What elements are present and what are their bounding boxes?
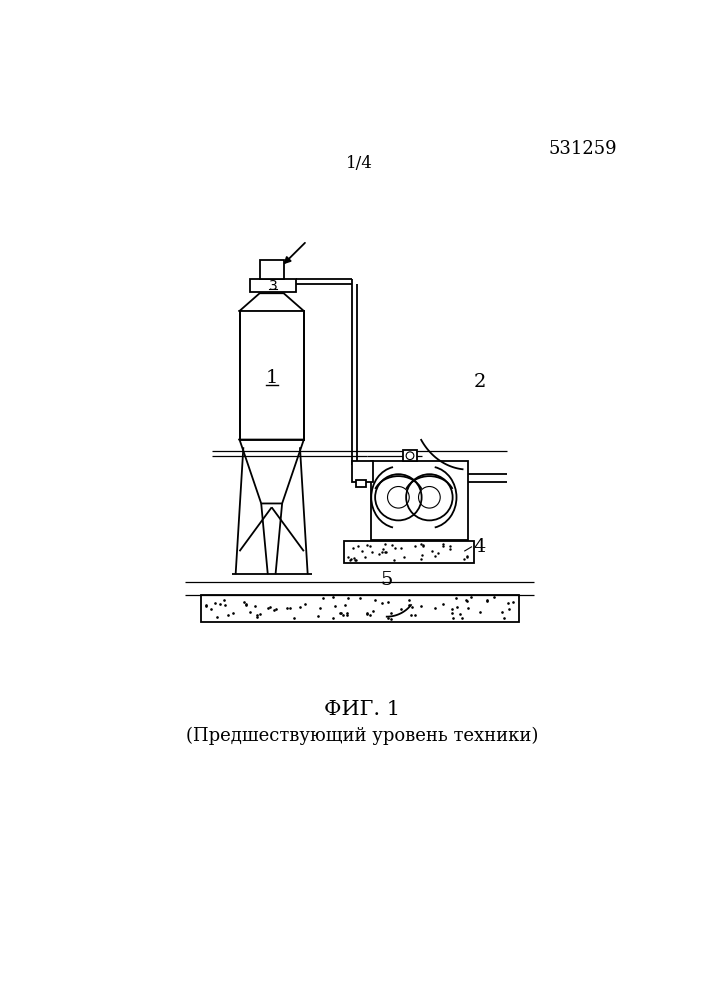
Text: 4: 4 <box>474 538 486 556</box>
Bar <box>260 260 284 279</box>
Bar <box>352 461 373 482</box>
Bar <box>371 461 468 540</box>
Bar <box>201 595 518 622</box>
Text: ФИГ. 1: ФИГ. 1 <box>324 700 400 719</box>
Bar <box>344 541 474 563</box>
Bar <box>403 450 417 461</box>
Bar <box>250 279 296 292</box>
Bar <box>240 311 304 440</box>
Polygon shape <box>240 293 304 311</box>
Text: 531259: 531259 <box>549 140 617 158</box>
Text: 1: 1 <box>266 369 279 387</box>
Text: 3: 3 <box>269 279 277 293</box>
Text: 1/4: 1/4 <box>346 155 373 172</box>
Text: 5: 5 <box>380 571 393 589</box>
Bar <box>356 480 366 487</box>
Text: 2: 2 <box>474 373 486 391</box>
Polygon shape <box>240 440 304 503</box>
Text: (Предшествующий уровень техники): (Предшествующий уровень техники) <box>186 727 538 745</box>
